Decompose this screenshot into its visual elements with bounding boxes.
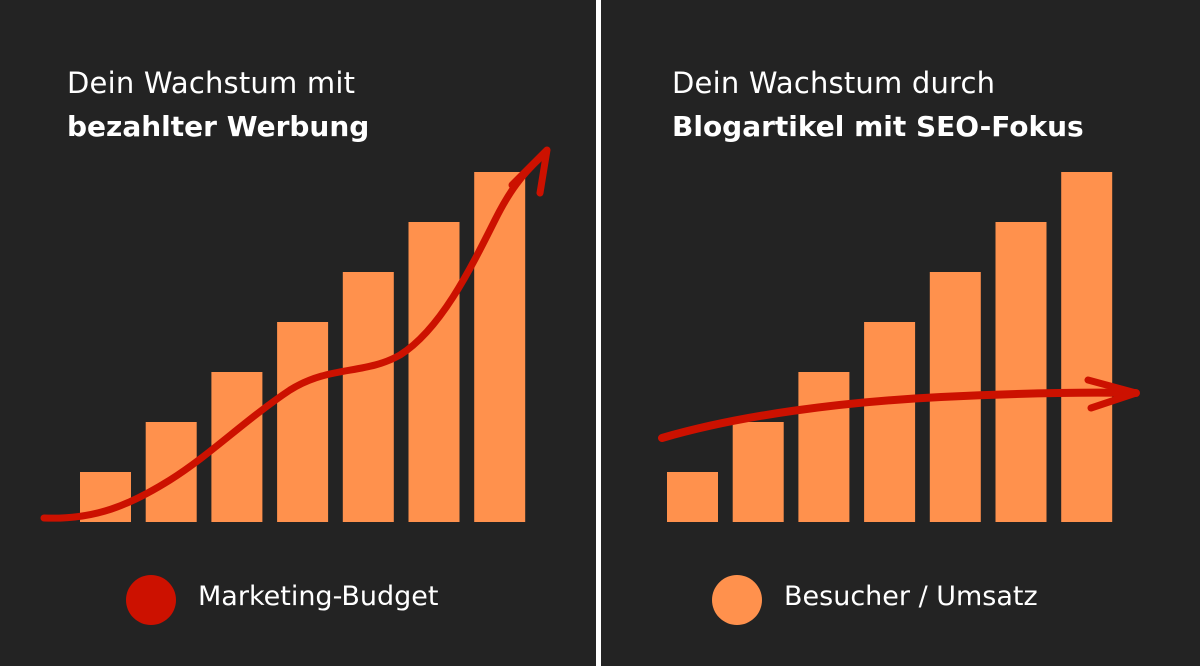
legend-visitors-revenue-label: Besucher / Umsatz — [784, 581, 1038, 612]
legend-marketing-budget-swatch — [126, 575, 176, 625]
bar-3 — [798, 372, 850, 522]
trend-arrowhead — [508, 146, 551, 197]
bar-6 — [408, 222, 460, 522]
bar-7 — [474, 172, 526, 522]
chart-panel-seo-blog: Dein Wachstum durch Blogartikel mit SEO-… — [601, 0, 1200, 666]
trend-line — [40, 154, 544, 522]
panel-title-line1: Dein Wachstum mit — [67, 66, 356, 100]
chart-panel-paid-ads: Dein Wachstum mit bezahlter Werbung Mark… — [0, 0, 596, 666]
panel-title-line1: Dein Wachstum durch — [672, 66, 996, 100]
bar-7 — [1061, 172, 1113, 522]
trend-line — [658, 388, 1140, 442]
bar-4 — [864, 322, 916, 522]
legend-visitors-revenue-swatch — [712, 575, 762, 625]
bar-2 — [732, 422, 784, 522]
bar-chart-seo-blog — [658, 172, 1140, 522]
bar-6 — [995, 222, 1047, 522]
panel-title-line2: bezahlter Werbung — [67, 110, 370, 143]
panel-title-line2: Blogartikel mit SEO-Fokus — [672, 110, 1084, 143]
bar-5 — [342, 272, 394, 522]
bar-chart-paid-ads — [40, 146, 551, 522]
legend-marketing-budget-label: Marketing-Budget — [198, 581, 439, 612]
bar-4 — [277, 322, 329, 522]
trend-arrowhead — [1084, 376, 1140, 412]
bar-1 — [667, 472, 718, 522]
bar-2 — [145, 422, 197, 522]
